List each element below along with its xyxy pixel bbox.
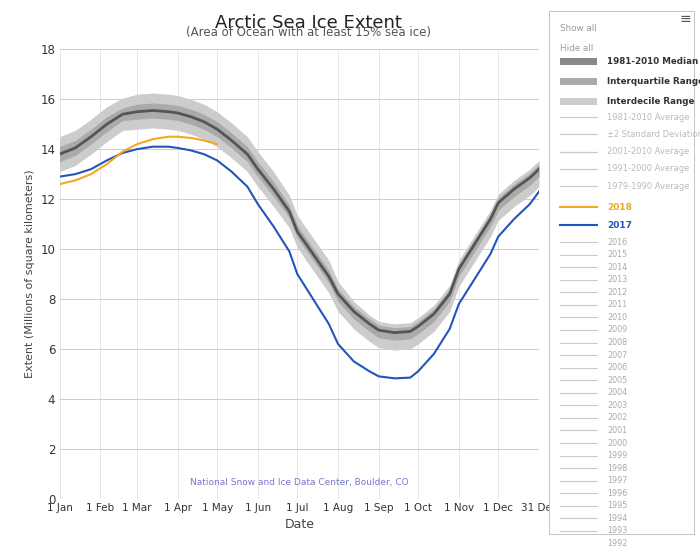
Text: 2017: 2017 [607, 221, 632, 230]
Text: 1991-2000 Average: 1991-2000 Average [607, 164, 690, 174]
Text: 1992: 1992 [607, 539, 627, 548]
Text: 2018: 2018 [607, 203, 632, 212]
Text: 2008: 2008 [607, 338, 627, 347]
Text: 2009: 2009 [607, 326, 627, 334]
Text: 2006: 2006 [607, 363, 627, 372]
Y-axis label: Extent (Millions of square kilometers): Extent (Millions of square kilometers) [25, 170, 35, 378]
Text: 2014: 2014 [607, 262, 627, 272]
Text: 2004: 2004 [607, 389, 627, 397]
Text: 2001-2010 Average: 2001-2010 Average [607, 147, 690, 156]
Text: 2010: 2010 [607, 313, 627, 322]
Text: 2013: 2013 [607, 275, 627, 284]
Text: 1981-2010 Average: 1981-2010 Average [607, 113, 690, 122]
Text: National Snow and Ice Data Center, Boulder, CO: National Snow and Ice Data Center, Bould… [190, 478, 409, 488]
Text: 2015: 2015 [607, 250, 627, 259]
Text: 1981-2010 Median: 1981-2010 Median [607, 58, 699, 66]
Text: ±2 Standard Deviations: ±2 Standard Deviations [607, 130, 700, 139]
Text: Interquartile Range: Interquartile Range [607, 77, 700, 86]
Text: 1993: 1993 [607, 527, 627, 535]
Text: 1994: 1994 [607, 514, 627, 523]
Text: 1995: 1995 [607, 501, 627, 510]
Text: 1997: 1997 [607, 476, 627, 485]
Text: 1999: 1999 [607, 451, 627, 460]
Text: 1998: 1998 [607, 464, 627, 472]
Text: 2007: 2007 [607, 351, 627, 359]
Text: ≡: ≡ [679, 12, 691, 26]
Bar [561, 78, 597, 85]
Text: Arctic Sea Ice Extent: Arctic Sea Ice Extent [215, 14, 401, 32]
Text: 2002: 2002 [607, 413, 627, 423]
Text: 2011: 2011 [607, 300, 627, 310]
Text: 2003: 2003 [607, 401, 627, 410]
Text: Interdecile Range: Interdecile Range [607, 97, 694, 106]
Text: 2001: 2001 [607, 426, 627, 435]
Text: Hide all: Hide all [561, 44, 594, 53]
X-axis label: Date: Date [284, 518, 314, 532]
Text: 2000: 2000 [607, 438, 627, 448]
Bar [561, 59, 597, 65]
Text: 2012: 2012 [607, 288, 627, 297]
Text: 1996: 1996 [607, 489, 627, 498]
Text: Show all: Show all [561, 24, 597, 33]
Text: 1979-1990 Average: 1979-1990 Average [607, 182, 690, 191]
Text: 2016: 2016 [607, 238, 627, 247]
Text: 2005: 2005 [607, 376, 627, 385]
Bar [561, 98, 597, 105]
Text: (Area of Ocean with at least 15% sea ice): (Area of Ocean with at least 15% sea ice… [186, 26, 430, 39]
